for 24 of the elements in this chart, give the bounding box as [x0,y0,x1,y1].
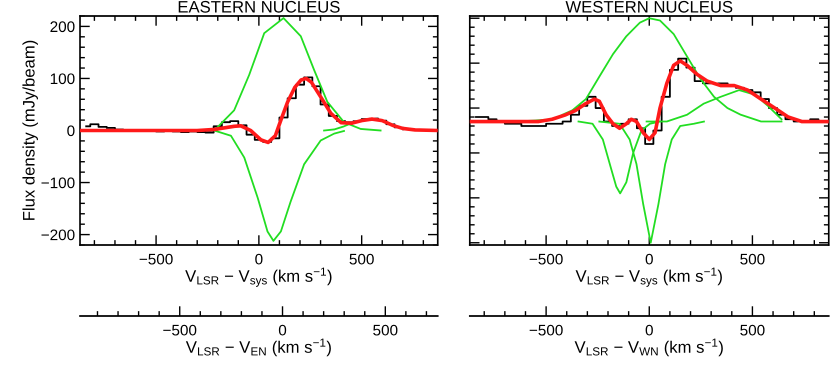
x-tick-label: 500 [740,254,765,265]
x2-axis-title: V$_{LSR}$ − V$_{EN}$ (km s$^{−1}$) [186,338,331,356]
x-axis-title: V$_{LSR}$ − V$_{sys}$ (km s$^{−1}$) [185,268,332,287]
y-axis-title: Flux density (mJy/beam) [22,40,38,220]
y-tick-label: 0 [67,125,75,136]
chart-title: WESTERN NUCLEUS [566,0,732,13]
x-tick-label: −500 [140,254,173,265]
x-tick-label: 0 [255,254,263,265]
x2-tick-label: −500 [163,324,196,336]
y-tick-label: 100 [50,73,75,84]
x2-tick-label: 500 [373,324,398,336]
x-tick-label: 500 [350,254,374,265]
y-tick-label: −100 [41,177,75,188]
y-tick-label: 200 [50,21,75,32]
x2-tick-label: 0 [646,324,653,336]
y-tick-label: −200 [41,229,75,240]
x-axis-title: V$_{LSR}$ − V$_{sys}$ (km s$^{−1}$) [576,268,722,287]
x2-tick-label: 500 [740,324,765,336]
x-tick-label: 0 [646,254,653,265]
x2-axis-title: V$_{LSR}$ − V$_{WN}$ (km s$^{−1}$) [574,338,723,356]
chart-title: EASTERN NUCLEUS [178,0,340,13]
x2-tick-label: −500 [530,324,563,336]
x2-tick-label: 0 [278,324,286,336]
x-tick-label: −500 [530,254,563,265]
